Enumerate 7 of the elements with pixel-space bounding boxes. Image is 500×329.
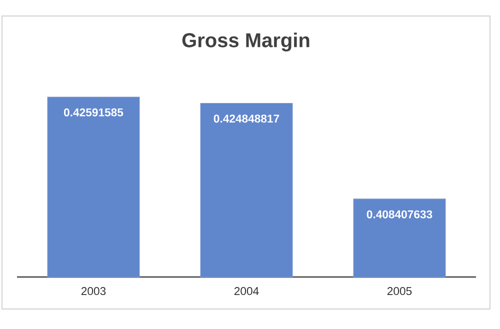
chart-title: Gross Margin (182, 32, 310, 52)
data-label: 0.424848817 (214, 114, 280, 123)
data-label: 0.408407633 (366, 210, 432, 218)
x-tick-label: 2005 (387, 287, 412, 296)
x-tick-label: 2003 (81, 287, 106, 296)
x-tick-label: 2004 (234, 287, 259, 296)
data-label: 0.42591585 (64, 108, 124, 116)
